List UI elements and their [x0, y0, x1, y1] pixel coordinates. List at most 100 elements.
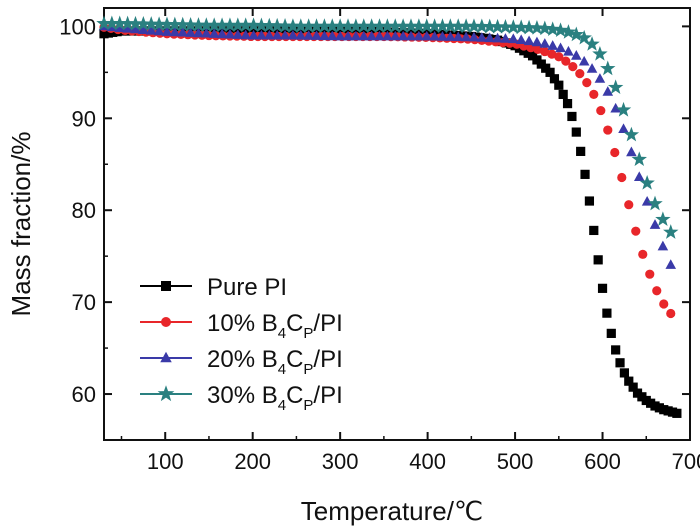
data-point	[545, 67, 555, 77]
data-point	[497, 19, 514, 34]
data-point	[316, 18, 333, 33]
data-point	[177, 26, 189, 37]
data-point	[607, 79, 624, 95]
data-point	[576, 29, 592, 45]
data-point	[631, 226, 641, 236]
data-point	[549, 74, 560, 84]
x-axis-title: Temperature/℃	[301, 496, 483, 526]
data-point	[190, 17, 207, 32]
data-point	[279, 29, 291, 40]
data-point	[363, 18, 380, 33]
data-point	[222, 17, 238, 33]
data-point	[340, 18, 356, 33]
data-point	[429, 30, 440, 41]
data-point	[623, 126, 640, 142]
data-point	[264, 29, 275, 40]
data-point	[584, 36, 600, 51]
data-point	[261, 17, 278, 33]
data-point	[633, 171, 645, 182]
data-point	[482, 18, 498, 34]
x-tick-label: 700	[672, 449, 700, 474]
data-point	[582, 78, 592, 88]
data-point	[271, 29, 283, 40]
data-point	[285, 18, 301, 33]
data-point	[615, 358, 625, 368]
legend-marker	[157, 385, 175, 402]
legend-marker	[161, 317, 171, 327]
data-point	[505, 19, 522, 34]
data-point	[586, 63, 598, 73]
data-point	[208, 28, 220, 38]
legend-label: 20% B4CP/PI	[207, 346, 343, 378]
data-point	[311, 30, 322, 40]
data-point	[326, 30, 338, 41]
data-point	[554, 52, 564, 62]
data-point	[175, 16, 191, 32]
data-point	[119, 15, 136, 31]
data-point	[277, 18, 293, 33]
data-point	[334, 30, 346, 41]
data-point	[617, 172, 627, 183]
data-point	[638, 249, 648, 259]
legend-marker	[160, 351, 172, 363]
data-point	[593, 255, 603, 265]
data-point	[624, 200, 634, 210]
data-point	[387, 18, 403, 33]
data-point	[303, 30, 314, 40]
data-point	[576, 146, 586, 156]
data-point	[466, 18, 482, 33]
data-point	[665, 259, 677, 269]
data-point	[659, 299, 669, 309]
data-point	[580, 169, 590, 179]
data-point	[468, 31, 480, 42]
data-point	[319, 30, 330, 41]
data-point	[492, 32, 503, 43]
data-point	[371, 18, 388, 33]
data-point	[563, 45, 574, 56]
data-point	[568, 26, 584, 42]
data-point	[513, 19, 529, 35]
data-point	[567, 111, 577, 122]
data-point	[232, 29, 244, 39]
data-point	[540, 46, 550, 57]
data-point	[135, 15, 152, 31]
data-point	[657, 240, 669, 251]
data-point	[237, 17, 254, 33]
legend-item: Pure PI	[140, 274, 287, 301]
data-point	[555, 42, 566, 53]
data-point	[434, 18, 451, 33]
data-point	[269, 17, 285, 33]
data-point	[600, 60, 616, 76]
data-point	[610, 102, 621, 113]
data-point	[589, 89, 599, 99]
data-point	[547, 49, 557, 59]
data-point	[216, 28, 228, 39]
data-point	[248, 29, 259, 40]
legend-label: 30% B4CP/PI	[207, 382, 343, 414]
data-point	[562, 98, 573, 109]
data-point	[382, 30, 393, 41]
data-point	[458, 18, 474, 33]
x-tick-label: 600	[584, 449, 621, 474]
data-point	[122, 22, 133, 33]
legend-item: 20% B4CP/PI	[140, 346, 343, 378]
data-point	[489, 18, 506, 34]
data-point	[138, 24, 149, 34]
data-point	[403, 18, 419, 33]
data-point	[547, 40, 558, 50]
legend-label: 10% B4CP/PI	[207, 310, 343, 342]
data-point	[143, 16, 159, 31]
data-point	[611, 345, 621, 355]
data-point	[452, 31, 464, 42]
plot-area	[104, 8, 690, 440]
data-point	[405, 30, 417, 41]
data-point	[560, 24, 577, 39]
x-tick-label: 200	[234, 449, 271, 474]
data-point	[484, 32, 496, 43]
y-tick-label: 100	[59, 14, 96, 39]
data-point	[515, 34, 527, 45]
data-point	[293, 18, 309, 33]
y-tick-label: 80	[72, 198, 96, 223]
data-point	[193, 27, 204, 38]
